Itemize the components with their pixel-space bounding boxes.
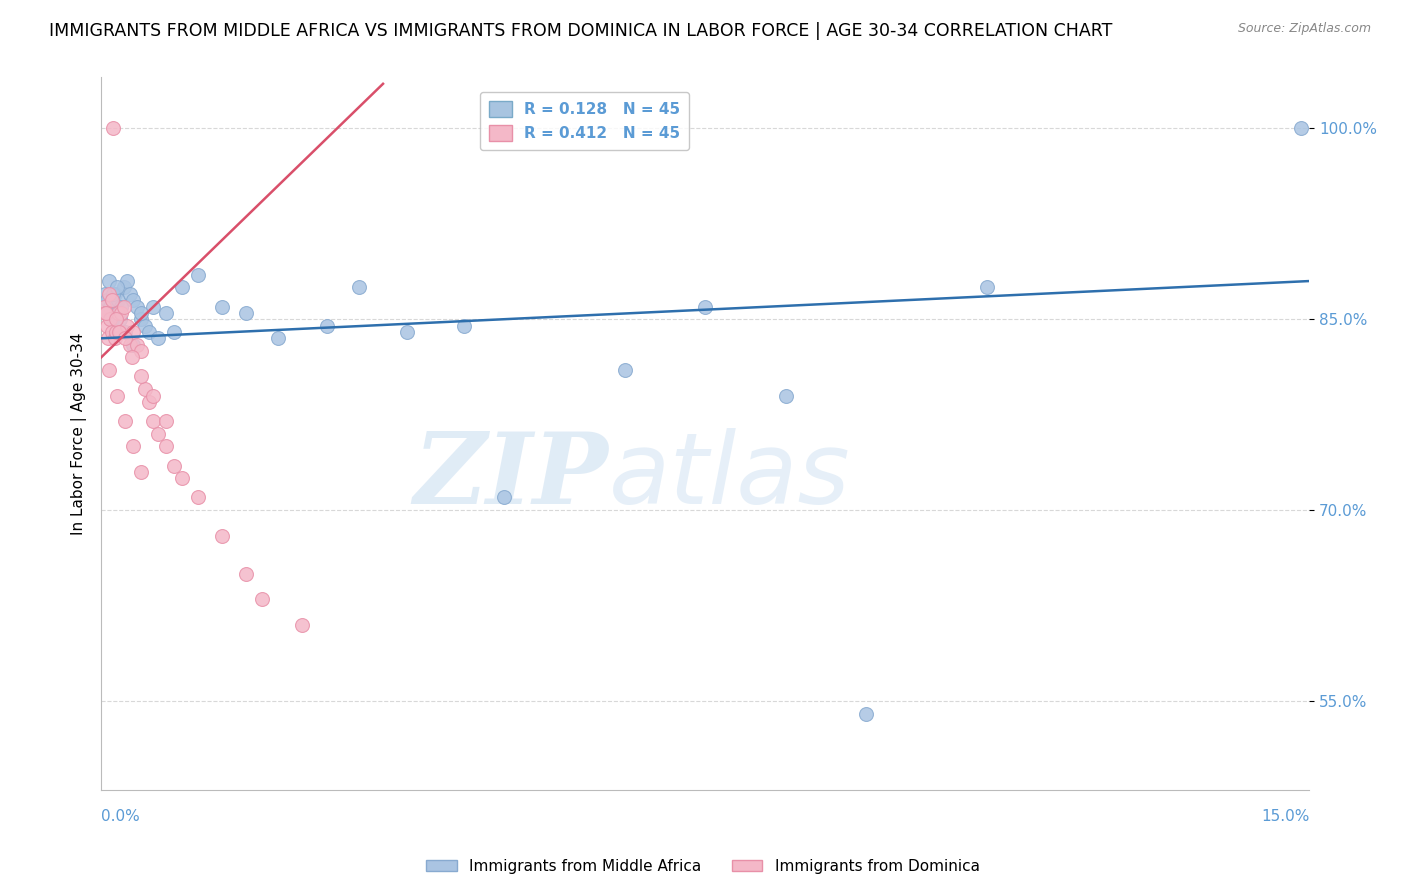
Point (134, 382, 156, 396)
Text: 0.0%: 0.0% (101, 809, 139, 824)
Point (775, 388, 797, 402)
Point (453, 318, 475, 333)
Point (267, 331, 290, 345)
Point (112, 280, 135, 294)
Point (107, 306, 129, 320)
Point (105, 306, 128, 320)
Point (131, 312, 153, 326)
Point (492, 491, 515, 505)
Point (93, 300, 115, 314)
Point (122, 440, 145, 454)
Point (134, 318, 156, 333)
Point (100, 325, 122, 339)
Text: atlas: atlas (609, 428, 851, 525)
Point (127, 300, 149, 314)
Point (108, 325, 131, 339)
Point (155, 306, 177, 320)
Point (142, 300, 165, 314)
Point (131, 344, 153, 359)
Point (131, 465, 153, 479)
Point (347, 280, 370, 294)
Point (855, 706, 877, 721)
Point (121, 351, 143, 365)
Point (122, 325, 145, 339)
Point (98, 286, 121, 301)
Point (103, 286, 125, 301)
Point (115, 318, 138, 333)
Point (97, 331, 120, 345)
Point (110, 306, 132, 320)
Point (122, 337, 145, 351)
Point (114, 325, 136, 339)
Text: ZIP: ZIP (413, 428, 609, 524)
Point (976, 280, 998, 294)
Point (235, 566, 257, 581)
Point (101, 293, 124, 307)
Point (146, 331, 169, 345)
Point (131, 369, 153, 384)
Point (96, 318, 118, 333)
Point (104, 331, 127, 345)
Point (98, 274, 121, 288)
Point (110, 300, 132, 314)
Point (1289, 121, 1312, 136)
Point (105, 388, 128, 402)
Point (250, 592, 273, 607)
Text: Source: ZipAtlas.com: Source: ZipAtlas.com (1237, 22, 1371, 36)
Point (104, 312, 127, 326)
Point (120, 337, 142, 351)
Point (94, 306, 117, 320)
Point (98, 312, 121, 326)
Legend: Immigrants from Middle Africa, Immigrants from Dominica: Immigrants from Middle Africa, Immigrant… (420, 853, 986, 880)
Point (120, 286, 142, 301)
Point (98, 300, 121, 314)
Point (162, 325, 184, 339)
Y-axis label: In Labor Force | Age 30-34: In Labor Force | Age 30-34 (72, 333, 87, 535)
Point (108, 325, 131, 339)
Point (131, 306, 153, 320)
Point (94, 286, 117, 301)
Point (138, 395, 160, 409)
Point (105, 280, 128, 294)
Point (100, 312, 122, 326)
Point (211, 528, 233, 542)
Point (170, 280, 193, 294)
Point (115, 274, 138, 288)
Point (105, 325, 128, 339)
Point (170, 471, 193, 485)
Point (146, 426, 169, 441)
Point (291, 617, 314, 632)
Point (315, 318, 337, 333)
Point (187, 268, 209, 282)
Text: IMMIGRANTS FROM MIDDLE AFRICA VS IMMIGRANTS FROM DOMINICA IN LABOR FORCE | AGE 3: IMMIGRANTS FROM MIDDLE AFRICA VS IMMIGRA… (49, 22, 1112, 40)
Point (155, 414, 177, 428)
Point (613, 363, 636, 377)
Point (112, 300, 135, 314)
Point (695, 300, 717, 314)
Point (114, 331, 136, 345)
Point (127, 337, 149, 351)
Point (155, 440, 177, 454)
Point (142, 388, 165, 402)
Point (122, 293, 145, 307)
Point (98, 363, 121, 377)
Point (94, 306, 117, 320)
Point (103, 121, 125, 136)
Text: 15.0%: 15.0% (1261, 809, 1309, 824)
Point (142, 414, 165, 428)
Point (107, 293, 129, 307)
Point (114, 414, 136, 428)
Point (162, 458, 184, 473)
Point (97, 306, 120, 320)
Point (108, 312, 131, 326)
Point (187, 491, 209, 505)
Point (104, 286, 127, 301)
Point (138, 325, 160, 339)
Point (211, 300, 233, 314)
Legend: R = 0.128   N = 45, R = 0.412   N = 45: R = 0.128 N = 45, R = 0.412 N = 45 (479, 92, 689, 150)
Point (96, 293, 118, 307)
Point (235, 306, 257, 320)
Point (396, 325, 419, 339)
Point (103, 293, 125, 307)
